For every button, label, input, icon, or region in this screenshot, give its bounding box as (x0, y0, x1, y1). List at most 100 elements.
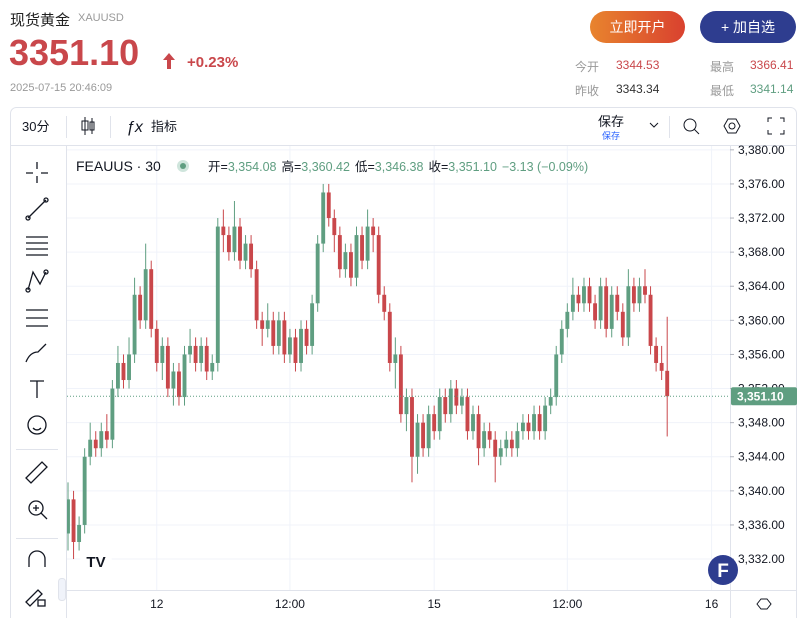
save[interactable]: 保存 (598, 114, 624, 129)
candle-body (188, 345, 193, 355)
candle-body (454, 388, 459, 406)
candle-body (643, 286, 647, 295)
f-logo (708, 555, 738, 585)
legend-symbol: FEAUUS · 30 (76, 158, 161, 174)
candle-body (221, 226, 226, 236)
candle-body (582, 286, 586, 304)
candle-body (171, 371, 176, 389)
stat-value: 3344.53 (616, 58, 660, 72)
candle-body (271, 320, 276, 346)
interval[interactable]: 30分 (22, 119, 49, 134)
candle-body (343, 252, 348, 270)
candle-body (82, 456, 87, 525)
candle-body (382, 294, 387, 312)
candle-body (265, 320, 270, 329)
stat-label: 昨收 (575, 84, 600, 98)
candle-body (432, 414, 437, 432)
indicators[interactable]: 指标 (151, 119, 177, 134)
candle-body (654, 345, 659, 363)
candle-body (204, 345, 209, 372)
candle-body (493, 439, 498, 457)
candle-body (332, 218, 337, 236)
candle-body (326, 192, 331, 219)
legend-label: 低= (355, 160, 375, 174)
legend-value: 3,346.38 (375, 160, 424, 174)
candle-body (465, 397, 470, 432)
settings-icon[interactable] (723, 118, 741, 134)
save-sub: 保存 (602, 130, 620, 141)
candle-body (604, 286, 609, 329)
candle-body (321, 192, 326, 244)
candle-body (504, 439, 509, 449)
candle-body (487, 431, 492, 440)
axis-settings[interactable] (756, 598, 772, 610)
stat-label: 最低 (710, 84, 735, 98)
fullscreen-icon[interactable] (767, 117, 785, 135)
candle-body (260, 320, 265, 329)
drawing-tools[interactable] (25, 162, 49, 607)
y-tick-label: 3,380.00 (738, 143, 785, 157)
candle-body (104, 431, 109, 440)
candle-body (587, 286, 592, 304)
candle-body (376, 235, 381, 295)
candle-body (276, 320, 281, 346)
candle-body (93, 439, 98, 449)
tv-logo (80, 546, 112, 578)
fx-icon[interactable]: ƒx (126, 119, 144, 136)
candle-body (337, 235, 342, 270)
candle-body (537, 414, 542, 432)
f-logo: F (717, 561, 729, 582)
candle-body (410, 397, 414, 457)
add-watch-button[interactable]: + 加自选 (700, 11, 796, 43)
y-tick-label: 3,360.00 (738, 313, 785, 327)
legend-value: 3,360.42 (301, 160, 350, 174)
collapse-handle[interactable] (58, 578, 66, 601)
candle-icon[interactable] (81, 117, 95, 135)
candle-body (393, 354, 398, 363)
candle-body (160, 345, 165, 363)
candle-body (476, 414, 481, 449)
candle-body (615, 294, 620, 312)
x-tick-label: 15 (427, 597, 441, 611)
candle-body (299, 328, 303, 363)
candle-body (127, 354, 131, 381)
candle-body (459, 397, 464, 406)
candle-body (371, 226, 376, 236)
candle-body (99, 431, 104, 449)
candle-body (154, 328, 159, 363)
candle-body (565, 311, 570, 329)
open-account-button[interactable]: 立即开户 (590, 11, 685, 43)
up-arrow (163, 53, 175, 69)
candle-body (626, 286, 631, 338)
candle-body (149, 269, 154, 329)
candle-body (521, 422, 525, 432)
y-tick-label: 3,336.00 (738, 518, 785, 532)
legend-label: 收= (428, 160, 448, 174)
candle-body (249, 243, 254, 270)
candle-body (404, 397, 409, 415)
timestamp: 2025-07-15 20:46:09 (10, 82, 113, 94)
stat-value: 3343.34 (616, 82, 660, 96)
candle-body (310, 303, 315, 346)
candle-body (182, 354, 187, 398)
candle-body (665, 370, 670, 397)
y-tick-label: 3,356.00 (738, 347, 785, 361)
candle-body (282, 320, 287, 355)
stat-label: 最高 (710, 60, 735, 74)
candle-body (293, 337, 298, 363)
candle-body (315, 243, 320, 304)
status-dot (180, 163, 186, 169)
y-tick-label: 3,344.00 (738, 450, 785, 464)
candle-body (77, 524, 82, 543)
alert-icon[interactable] (683, 118, 700, 135)
dropdown[interactable] (649, 122, 659, 128)
legend-values: 开=3,354.08 高=3,360.42 低=3,346.38 收=3,351.10… (208, 159, 588, 174)
stat-value: 3341.14 (750, 82, 794, 96)
stat-label: 今开 (575, 60, 600, 74)
candle-body (287, 337, 292, 355)
candle-body (110, 388, 115, 440)
candle-body (226, 235, 231, 253)
last-price-tag (731, 387, 797, 406)
y-tick-label: 3,376.00 (738, 177, 785, 191)
